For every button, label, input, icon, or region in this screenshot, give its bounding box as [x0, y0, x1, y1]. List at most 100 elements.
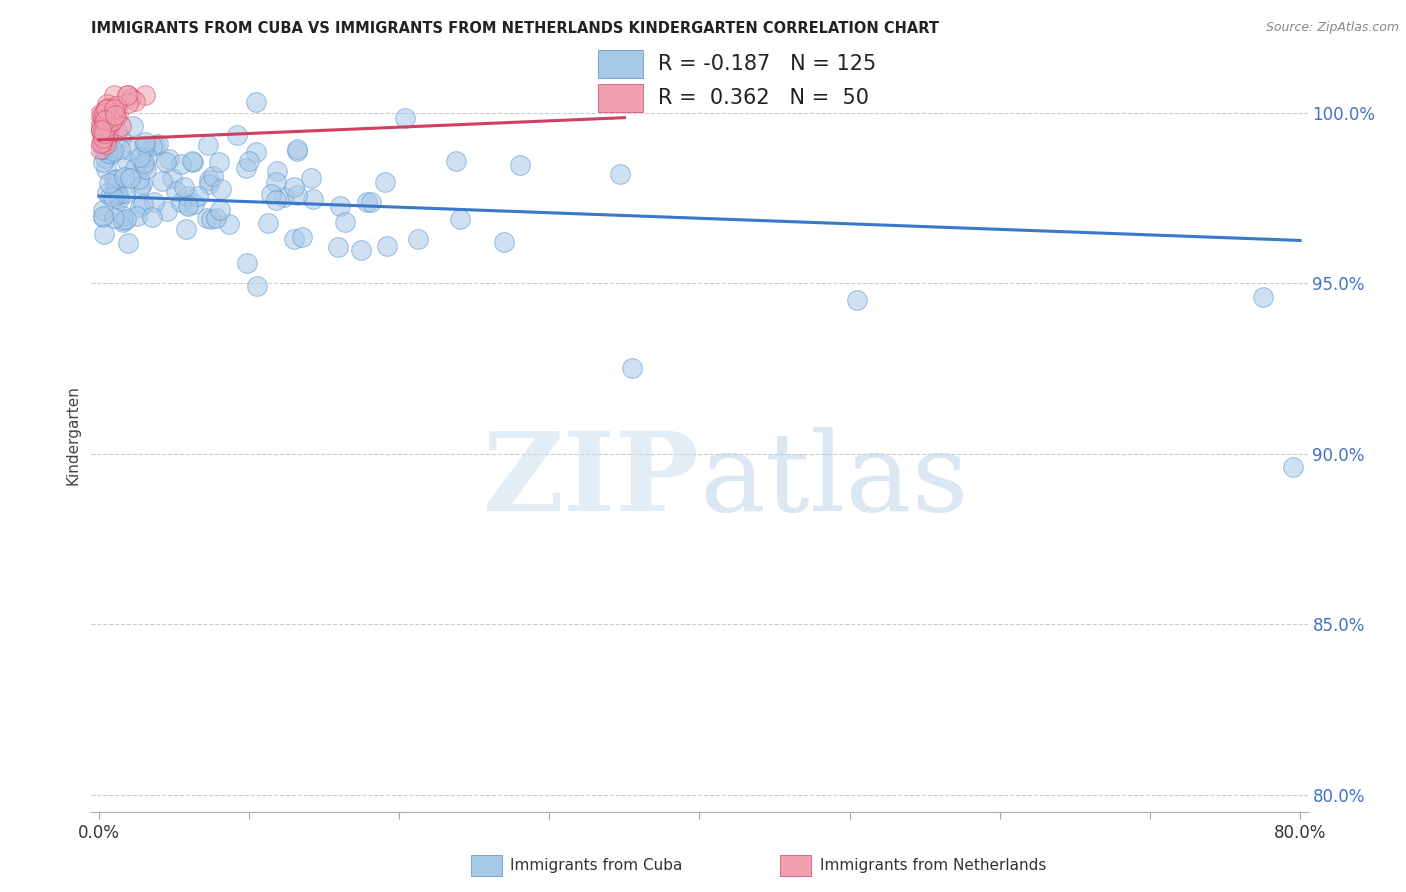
Point	[93, 142, 115, 156]
Point	[197, 138, 219, 153]
Point	[93, 155, 115, 169]
Point	[264, 175, 287, 189]
Point	[105, 187, 128, 202]
Point	[195, 211, 218, 225]
Point	[117, 236, 139, 251]
Point	[90, 123, 112, 137]
Text: Immigrants from Cuba: Immigrants from Cuba	[510, 858, 683, 872]
Point	[350, 243, 373, 257]
Point	[124, 161, 146, 176]
Point	[93, 151, 115, 165]
Point	[173, 179, 195, 194]
Point	[93, 112, 115, 126]
Point	[96, 114, 118, 128]
Point	[283, 232, 305, 246]
Point	[97, 142, 120, 156]
Point	[91, 120, 114, 135]
Point	[394, 112, 416, 126]
Point	[94, 120, 117, 134]
Point	[94, 113, 117, 128]
Point	[101, 112, 124, 126]
Point	[291, 229, 314, 244]
Point	[299, 170, 322, 185]
Point	[131, 177, 153, 191]
Point	[108, 142, 131, 156]
Point	[98, 110, 121, 124]
Point	[103, 173, 125, 187]
Point	[170, 195, 193, 210]
Point	[110, 131, 132, 145]
Point	[209, 182, 232, 196]
Point	[96, 186, 118, 200]
Point	[110, 120, 132, 134]
Point	[209, 202, 232, 217]
Point	[97, 176, 120, 190]
Point	[122, 120, 145, 134]
Point	[93, 116, 115, 130]
Point	[181, 153, 204, 168]
Point	[94, 162, 117, 177]
Point	[135, 140, 157, 154]
Point	[100, 114, 122, 128]
Point	[97, 145, 120, 160]
Point	[93, 209, 115, 223]
Point	[96, 110, 118, 124]
Point	[208, 154, 231, 169]
Point	[93, 134, 115, 148]
FancyBboxPatch shape	[599, 50, 643, 78]
Point	[105, 99, 128, 113]
Point	[146, 136, 169, 151]
Point	[112, 212, 135, 227]
Point	[93, 106, 115, 120]
Point	[165, 184, 187, 198]
Point	[246, 278, 269, 293]
Y-axis label: Kindergarten: Kindergarten	[65, 385, 80, 484]
Point	[157, 152, 180, 166]
Point	[114, 186, 136, 200]
Point	[134, 156, 156, 170]
Point	[107, 107, 129, 121]
Point	[91, 122, 114, 136]
Point	[90, 107, 112, 121]
Point	[183, 197, 205, 211]
Point	[198, 178, 221, 192]
Point	[609, 168, 631, 182]
Point	[492, 235, 515, 249]
Point	[105, 172, 128, 186]
Point	[287, 188, 309, 202]
Point	[176, 188, 198, 202]
Point	[326, 240, 349, 254]
Point	[90, 127, 112, 141]
Point	[285, 144, 308, 158]
Point	[129, 150, 152, 164]
Point	[266, 164, 288, 178]
Point	[620, 361, 643, 376]
Point	[201, 169, 224, 183]
Point	[101, 110, 124, 124]
Point	[96, 119, 118, 133]
Point	[89, 107, 111, 121]
Point	[97, 101, 120, 115]
Point	[108, 192, 131, 206]
Point	[114, 153, 136, 167]
Point	[104, 108, 127, 122]
Point	[177, 199, 200, 213]
Point	[235, 161, 257, 175]
Point	[103, 211, 125, 225]
Point	[187, 188, 209, 202]
Point	[141, 139, 163, 153]
Point	[94, 114, 117, 128]
Point	[120, 143, 142, 157]
Text: ZIP: ZIP	[482, 426, 699, 533]
Point	[181, 154, 204, 169]
Point	[112, 170, 135, 185]
Point	[283, 180, 305, 194]
Point	[125, 210, 148, 224]
Text: Source: ZipAtlas.com: Source: ZipAtlas.com	[1265, 21, 1399, 34]
Point	[105, 124, 128, 138]
Point	[117, 96, 139, 111]
Point	[356, 194, 378, 209]
Point	[134, 135, 156, 149]
Text: R =  0.362   N =  50: R = 0.362 N = 50	[658, 88, 869, 108]
Point	[93, 210, 115, 224]
